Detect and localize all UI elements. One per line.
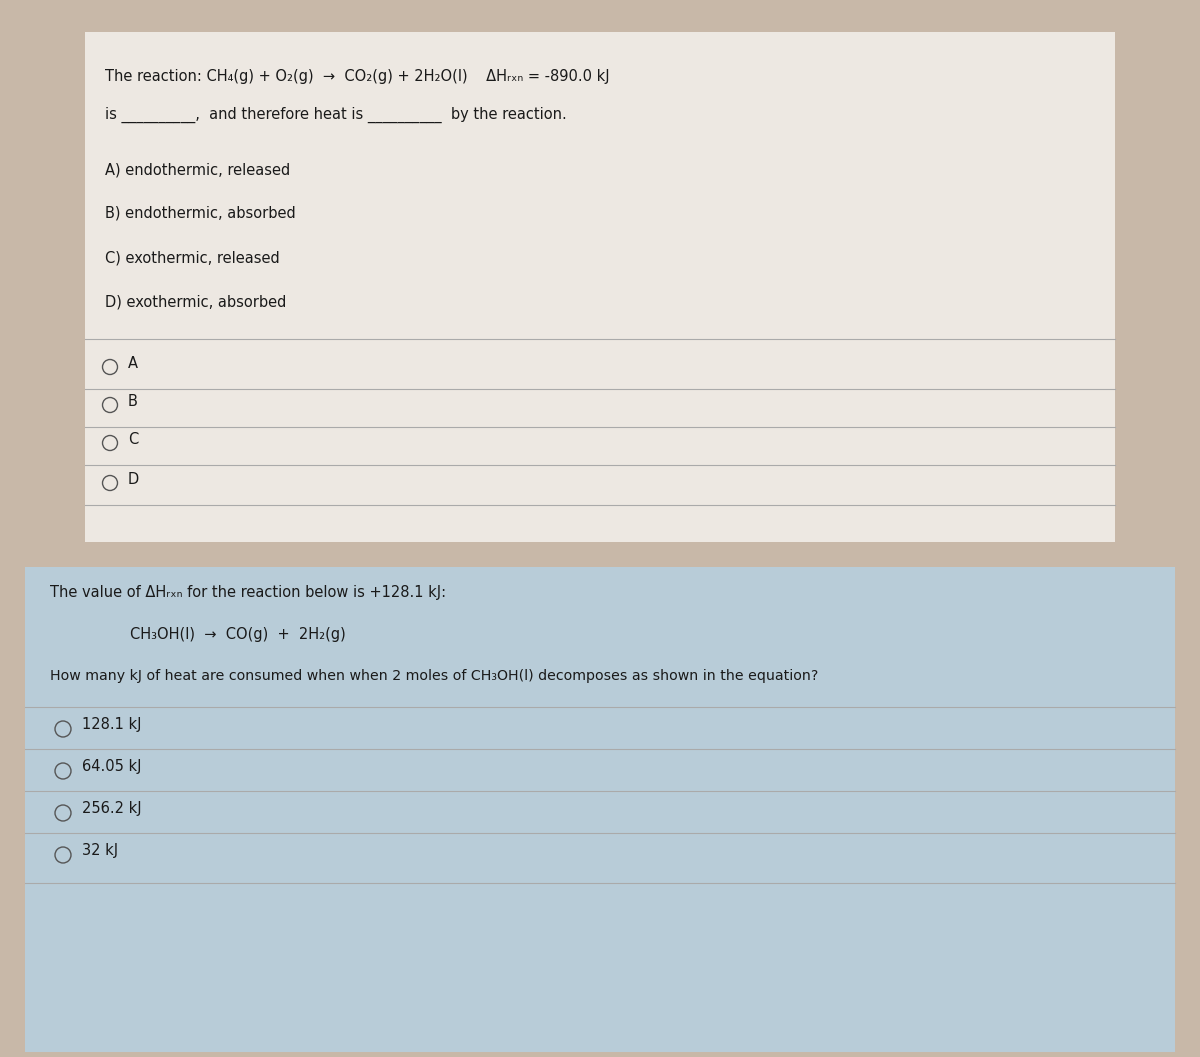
Text: B: B	[128, 394, 138, 409]
Bar	[85, 32, 1115, 542]
Text: A: A	[128, 356, 138, 371]
Text: The reaction: CH₄(g) + O₂(g)  →  CO₂(g) + 2H₂O(l)    ΔHᵣₓₙ = -890.0 kJ: The reaction: CH₄(g) + O₂(g) → CO₂(g) + …	[106, 69, 610, 84]
Text: C) exothermic, released: C) exothermic, released	[106, 251, 280, 265]
Text: 256.2 kJ: 256.2 kJ	[82, 800, 142, 816]
Text: is __________,  and therefore heat is __________  by the reaction.: is __________, and therefore heat is ___…	[106, 107, 566, 124]
Text: 64.05 kJ: 64.05 kJ	[82, 759, 142, 774]
Text: CH₃OH(l)  →  CO(g)  +  2H₂(g): CH₃OH(l) → CO(g) + 2H₂(g)	[130, 627, 346, 642]
Text: D: D	[128, 472, 139, 487]
Text: D) exothermic, absorbed: D) exothermic, absorbed	[106, 294, 287, 309]
Text: C: C	[128, 432, 138, 447]
Bar	[25, 567, 1175, 1052]
Text: The value of ΔHᵣₓₙ for the reaction below is +128.1 kJ:: The value of ΔHᵣₓₙ for the reaction belo…	[50, 585, 446, 600]
Text: 32 kJ: 32 kJ	[82, 842, 118, 857]
Text: B) endothermic, absorbed: B) endothermic, absorbed	[106, 206, 295, 221]
Text: 128.1 kJ: 128.1 kJ	[82, 717, 142, 731]
Text: A) endothermic, released: A) endothermic, released	[106, 162, 290, 177]
Text: How many kJ of heat are consumed when when 2 moles of CH₃OH(l) decomposes as sho: How many kJ of heat are consumed when wh…	[50, 669, 818, 683]
